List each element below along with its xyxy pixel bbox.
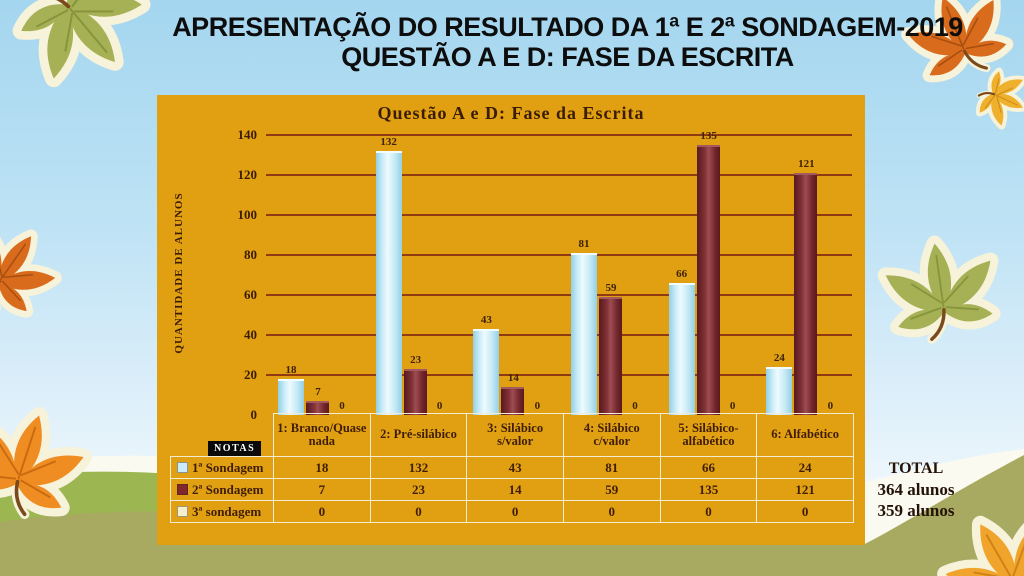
value-cell: 7 [273,478,371,501]
total-heading: TOTAL [888,460,944,477]
gridline [266,254,852,256]
value-cell: 14 [466,478,564,501]
bar-value-label: 18 [285,364,297,376]
total-summary: TOTAL 364 alunos 359 alunos [860,458,972,521]
notas-badge: NOTAS [208,441,262,456]
bar-value-label-zero: 0 [632,400,638,412]
bar-value-label: 132 [380,136,397,148]
bar-value-label: 7 [315,386,321,398]
slide-title: APRESENTAÇÃO DO RESULTADO DA 1ª E 2ª SON… [110,12,1024,72]
category-header-cell: 3: Silábico s/valor [466,413,564,457]
bar-value-label: 24 [773,352,785,364]
legend-swatch-icon [177,483,188,495]
value-cell: 0 [659,500,758,523]
category-header-cell: 6: Alfabético [756,413,854,457]
value-cell: 0 [562,500,661,523]
plot-area: 18 7 0 132 23 0 43 14 0 81 59 0 66 135 0 24 121 0 [266,130,852,415]
value-cell: 0 [756,500,854,523]
gridline [266,134,852,136]
y-tick-label: 100 [237,207,258,222]
category-header-cell: 5: Silábico-alfabético [659,413,758,457]
total-line2: 359 alunos [877,501,955,520]
bar-sondagem1 [766,367,793,415]
category-header-cell: 4: Silábico c/valor [562,413,661,457]
value-cell: 81 [562,456,661,479]
chart-panel: Questão A e D: Fase da Escrita QUANTIDAD… [157,95,865,545]
bar-sondagem2 [696,145,720,415]
table-row: 1ª Sondagem 18 132 43 81 66 24 [170,456,854,479]
bar-value-label-zero: 0 [827,400,834,412]
bar-value-label: 135 [700,130,717,142]
gridline [266,294,852,296]
value-cell: 0 [466,500,564,523]
gridline [266,334,852,336]
y-tick-label: 0 [250,407,258,422]
bar-sondagem2 [306,401,329,415]
slide-title-line2: QUESTÃO A E D: FASE DA ESCRITA [341,42,794,72]
series-legend-cell: 2ª Sondagem [170,478,274,501]
bar-sondagem2 [794,173,818,415]
bar-value-label: 59 [605,282,617,294]
category-header-cell: 1: Branco/Quase nada [273,413,371,457]
bar-value-label-zero: 0 [339,400,345,412]
bar-value-label-zero: 0 [534,400,541,412]
bar-value-label: 43 [480,314,492,326]
data-table: 1: Branco/Quase nada 2: Pré-silábico 3: Si… [170,413,854,523]
bar-sondagem1 [375,151,402,415]
series-legend-cell: 3ª sondagem [170,500,274,523]
value-cell: 18 [273,456,371,479]
series-legend-cell: 1ª Sondagem [170,456,274,479]
value-cell: 23 [369,478,468,501]
bar-value-label-zero: 0 [729,400,736,412]
table-row: 3ª sondagem 0 0 0 0 0 0 [170,500,854,523]
bar-sondagem2 [599,297,622,415]
y-tick-label: 80 [244,247,257,262]
gridline [266,214,852,216]
value-cell: 43 [466,456,564,479]
value-cell: 0 [273,500,371,523]
y-tick-label: 40 [244,327,257,342]
bar-value-label: 66 [676,268,688,280]
bar-value-label: 23 [410,354,422,366]
value-cell: 0 [369,500,468,523]
total-line1: 364 alunos [877,480,955,499]
value-cell: 132 [369,456,468,479]
y-axis-label: QUANTIDADE DE ALUNOS [173,192,185,354]
bar-sondagem2 [403,369,427,415]
bar-sondagem2 [501,387,525,415]
bar-value-label-zero: 0 [436,400,443,412]
y-tick-label: 20 [244,367,257,382]
table-corner-cell [171,414,274,457]
value-cell: 121 [756,478,854,501]
bar-value-label: 121 [798,158,815,170]
slide-title-line1: APRESENTAÇÃO DO RESULTADO DA 1ª E 2ª SON… [172,12,963,42]
table-header-row: 1: Branco/Quase nada 2: Pré-silábico 3: Si… [171,413,854,457]
value-cell: 24 [756,456,854,479]
bar-sondagem1 [571,253,597,415]
gridline [266,174,852,176]
value-cell: 66 [659,456,758,479]
maple-leaf-small-amber [970,63,1024,134]
y-tick-label: 140 [237,127,258,142]
bar-sondagem1 [278,379,304,415]
value-cell: 59 [562,478,661,501]
value-cell: 135 [659,478,758,501]
chart-title: Questão A e D: Fase da Escrita [377,103,645,123]
bar-sondagem1 [473,329,500,415]
bar-value-label: 14 [507,372,519,384]
table-row: 2ª Sondagem 7 23 14 59 135 121 [170,478,854,501]
y-tick-label: 60 [244,287,257,302]
gridline [266,374,852,376]
maple-leaf-left-middle [0,208,72,329]
bar-sondagem1 [668,283,695,415]
bar-value-label: 81 [578,238,590,250]
legend-swatch-icon [177,461,188,473]
category-header-cell: 2: Pré-silábico [369,413,468,457]
maple-leaf-right-middle [875,235,1007,345]
legend-swatch-icon [177,505,188,517]
y-tick-label: 120 [237,167,258,182]
